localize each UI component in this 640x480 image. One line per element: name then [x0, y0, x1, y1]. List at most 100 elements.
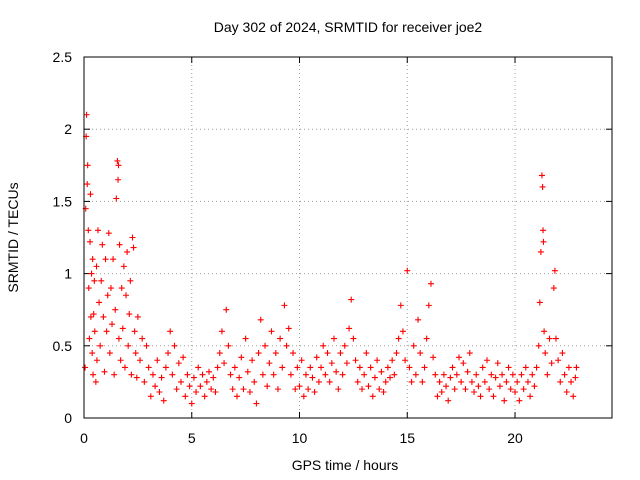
data-point-marker — [212, 389, 219, 396]
data-point-marker — [492, 374, 499, 381]
data-point-marker — [563, 389, 570, 396]
data-point-marker — [315, 378, 322, 385]
data-point-marker — [132, 350, 139, 357]
data-point-marker — [264, 383, 271, 390]
data-point-marker — [199, 371, 206, 378]
data-point-marker — [143, 342, 150, 349]
data-point-marker — [423, 335, 430, 342]
data-point-marker — [438, 389, 445, 396]
data-point-marker — [570, 393, 577, 400]
data-point-marker — [417, 350, 424, 357]
data-point-marker — [89, 350, 96, 357]
data-point-marker — [387, 374, 394, 381]
data-point-marker — [290, 350, 297, 357]
y-tick-label: 2 — [64, 121, 72, 137]
data-point-marker — [391, 371, 398, 378]
data-point-marker — [180, 354, 187, 361]
data-point-marker — [225, 342, 232, 349]
data-point-marker — [257, 316, 264, 323]
data-point-marker — [430, 354, 437, 361]
data-point-marker — [382, 378, 389, 385]
data-point-marker — [453, 371, 460, 378]
data-point-marker — [365, 383, 372, 390]
data-point-marker — [251, 378, 258, 385]
data-point-marker — [91, 277, 98, 284]
data-point-marker — [509, 371, 516, 378]
data-point-marker — [101, 368, 108, 375]
data-point-marker — [518, 371, 525, 378]
data-point-marker — [507, 386, 514, 393]
data-point-marker — [529, 371, 536, 378]
data-point-marker — [552, 335, 559, 342]
data-point-marker — [285, 325, 292, 332]
data-point-marker — [294, 364, 301, 371]
data-point-marker — [436, 378, 443, 385]
data-point-marker — [313, 354, 320, 361]
data-point-marker — [298, 357, 305, 364]
data-point-marker — [111, 371, 118, 378]
data-point-marker — [175, 360, 182, 367]
data-point-marker — [141, 378, 148, 385]
data-point-marker — [460, 360, 467, 367]
data-point-marker — [147, 393, 154, 400]
data-point-marker — [434, 393, 441, 400]
data-point-marker — [88, 270, 95, 277]
data-point-marker — [90, 311, 97, 318]
data-point-marker — [115, 335, 122, 342]
data-point-marker — [499, 371, 506, 378]
data-point-marker — [107, 285, 114, 292]
data-point-marker — [115, 162, 122, 169]
data-point-marker — [572, 374, 579, 381]
data-point-marker — [145, 364, 152, 371]
data-point-marker — [546, 335, 553, 342]
data-point-marker — [410, 342, 417, 349]
data-point-marker — [350, 335, 357, 342]
x-tick-label: 15 — [399, 430, 415, 446]
data-point-marker — [249, 357, 256, 364]
data-point-marker — [561, 371, 568, 378]
data-point-marker — [188, 400, 195, 407]
data-point-marker — [116, 241, 123, 248]
data-point-marker — [221, 360, 228, 367]
data-point-marker — [524, 378, 531, 385]
x-tick-labels: 0 5 10 15 20 — [80, 430, 523, 446]
data-point-marker — [149, 371, 156, 378]
data-point-marker — [481, 378, 488, 385]
data-point-marker — [137, 357, 144, 364]
data-point-marker — [326, 378, 333, 385]
data-point-marker — [455, 354, 462, 361]
data-point-marker — [177, 378, 184, 385]
data-point-marker — [346, 325, 353, 332]
data-point-marker — [328, 360, 335, 367]
data-point-marker — [496, 383, 503, 390]
data-point-marker — [471, 389, 478, 396]
data-point-marker — [203, 378, 210, 385]
data-point-marker — [466, 350, 473, 357]
data-point-marker — [262, 342, 269, 349]
data-point-marker — [369, 393, 376, 400]
data-point-marker — [557, 378, 564, 385]
data-point-marker — [367, 364, 374, 371]
data-point-marker — [559, 350, 566, 357]
x-tick-label: 0 — [80, 430, 88, 446]
data-point-marker — [244, 368, 251, 375]
data-point-marker — [536, 299, 543, 306]
data-point-marker — [447, 374, 454, 381]
data-point-marker — [541, 328, 548, 335]
data-point-marker — [363, 350, 370, 357]
data-point-marker — [98, 277, 105, 284]
data-point-marker — [374, 357, 381, 364]
data-point-marker — [231, 364, 238, 371]
data-point-marker — [197, 383, 204, 390]
data-point-marker — [522, 364, 529, 371]
data-point-marker — [223, 306, 230, 313]
y-tick-label: 0.5 — [53, 338, 73, 354]
data-point-marker — [266, 360, 273, 367]
data-point-marker — [412, 371, 419, 378]
data-point-marker — [393, 350, 400, 357]
data-point-marker — [292, 386, 299, 393]
data-point-marker — [193, 389, 200, 396]
data-point-marker — [90, 371, 97, 378]
data-point-marker — [238, 354, 245, 361]
